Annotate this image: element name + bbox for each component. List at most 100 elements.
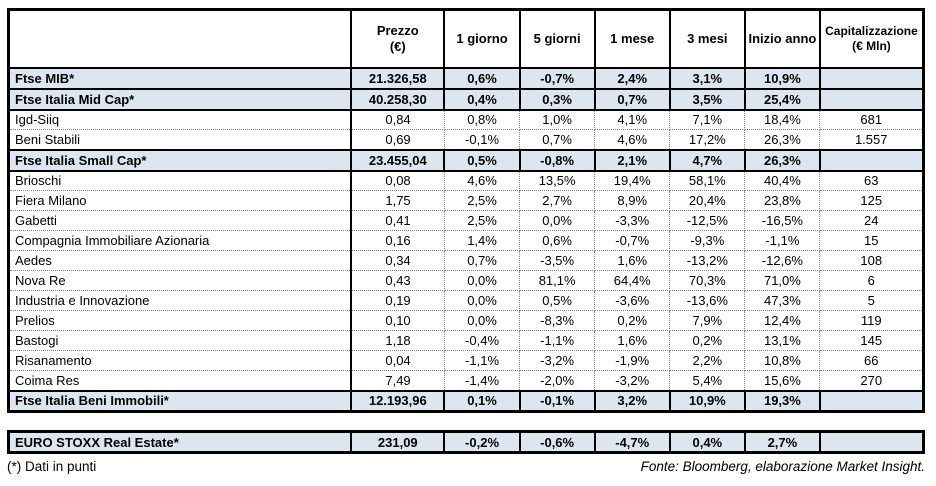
stock-row: Industria e Innovazione 0,19 0,0% 0,5% -3,6%… [7,290,924,311]
cell-value: 0,5% [443,148,521,172]
cell-value [818,87,925,111]
cell-value: 0,7% [443,250,521,271]
cell-value [818,148,925,172]
cell-value: 21.326,58 [350,66,446,90]
cell-value: 23,8% [744,190,821,211]
cell-value: 0,0% [443,310,521,331]
cell-value: 47,3% [744,290,821,311]
cell-value: 70,3% [669,270,746,291]
index-row: Ftse Italia Beni Immobili* 12.193,96 0,1% -… [7,389,925,413]
index-row: Ftse MIB* 21.326,58 0,6% -0,7% 2,4% 3,1% 10,9% [7,66,925,90]
cell-value: -16,5% [744,210,821,231]
cell-value: 0,0% [443,270,521,291]
stock-row: Compagnia Immobiliare Azionaria 0,16 1,4% 0… [7,230,924,251]
cell-value [818,66,925,90]
row-label: Compagnia Immobiliare Azionaria [7,230,353,251]
cell-value: 0,3% [518,87,596,111]
cell-value: 0,4% [668,430,746,454]
column-header: 5 giorni [518,8,596,69]
cell-value: 15,6% [744,370,821,391]
cell-value: 6 [819,270,924,291]
cell-value: 26,3% [744,129,821,150]
stock-row: Beni Stabili 0,69 -0,1% 0,7% 4,6% 17,2% 26,3% 1… [7,129,924,150]
stock-row: Bastogi 1,18 -0,4% -1,1% 1,6% 0,2% 13,1% 145 [7,330,924,351]
cell-value: -3,2% [519,350,596,371]
cell-value: 19,4% [594,170,671,191]
cell-value: 0,6% [519,230,596,251]
row-label: Beni Stabili [7,129,353,150]
cell-value: -12,6% [744,250,821,271]
cell-value: 12.193,96 [350,389,446,413]
cell-value: -3,3% [594,210,671,231]
cell-value: 0,19 [350,290,445,311]
cell-value: 0,7% [593,87,671,111]
cell-value: 58,1% [669,170,746,191]
cell-value: 1,4% [443,230,521,251]
row-label: Nova Re [7,270,353,291]
cell-value: 2,1% [593,148,671,172]
stock-row: Nova Re 0,43 0,0% 81,1% 64,4% 70,3% 71,0% 6 [7,270,924,291]
cell-value: 0,6% [443,66,521,90]
cell-value: 0,69 [350,129,445,150]
cell-value: 4,7% [668,148,746,172]
prices-table: Prezzo (€) 1 giorno 5 giorni 1 mese 3 mesi In… [7,8,925,413]
cell-value: 4,6% [594,129,671,150]
footnote-dati-in-punti: (*) Dati in punti [7,459,97,474]
row-label: Risanamento [7,350,353,371]
row-label: Gabetti [7,210,353,231]
cell-value: 15 [819,230,924,251]
cell-value: 1,18 [350,330,445,351]
index-row: EURO STOXX Real Estate* 231,09 -0,2% -0,6% -… [7,430,925,454]
cell-value: -1,1% [443,350,521,371]
cell-value: -2,0% [519,370,596,391]
cell-value [818,430,925,454]
row-label: EURO STOXX Real Estate* [7,430,353,454]
cell-value: -12,5% [669,210,746,231]
cell-value: 7,1% [669,109,746,130]
cell-value: 108 [819,250,924,271]
cell-value: -4,7% [593,430,671,454]
column-header: Inizio anno [743,8,821,69]
column-header: 3 mesi [668,8,746,69]
cell-value: 2,4% [593,66,671,90]
cell-value: 0,08 [350,170,445,191]
cell-value: 1,6% [594,250,671,271]
cell-value: 23.455,04 [350,148,446,172]
cell-value: 10,8% [744,350,821,371]
cell-value: 0,04 [350,350,445,371]
cell-value: 7,9% [669,310,746,331]
cell-value: 25,4% [743,87,821,111]
cell-value: 0,10 [350,310,445,331]
cell-value: -3,2% [594,370,671,391]
euro-stoxx-table: EURO STOXX Real Estate* 231,09 -0,2% -0,6% -… [7,430,925,454]
cell-value: 0,34 [350,250,445,271]
table-header: Prezzo (€) 1 giorno 5 giorni 1 mese 3 mesi In… [7,8,925,69]
cell-value: 13,5% [519,170,596,191]
cell-value: 40,4% [744,170,821,191]
cell-value: 4,1% [594,109,671,130]
row-label: Igd-Siiq [7,109,353,130]
cell-value: 3,1% [668,66,746,90]
column-header: 1 mese [593,8,671,69]
cell-value: 1,75 [350,190,445,211]
cell-value: 7,49 [350,370,445,391]
cell-value: -1,4% [443,370,521,391]
stock-row: Aedes 0,34 0,7% -3,5% 1,6% -13,2% -12,6% 108 [7,250,924,271]
cell-value: 0,84 [350,109,445,130]
cell-value: 0,1% [443,389,521,413]
cell-value: 681 [819,109,924,130]
cell-value: 10,9% [743,66,821,90]
row-label: Bastogi [7,330,353,351]
cell-value: 0,41 [350,210,445,231]
table-body: Ftse MIB* 21.326,58 0,6% -0,7% 2,4% 3,1% 10,9%… [7,66,925,413]
cell-value: 1.557 [819,129,924,150]
stock-row: Coima Res 7,49 -1,4% -2,0% -3,2% 5,4% 15,6% 270 [7,370,924,391]
stock-row: Risanamento 0,04 -1,1% -3,2% -1,9% 2,2% 10,8% 6… [7,350,924,371]
cell-value: 20,4% [669,190,746,211]
cell-value: 3,5% [668,87,746,111]
cell-value: 0,0% [519,210,596,231]
row-label: Fiera Milano [7,190,353,211]
row-label: Ftse Italia Small Cap* [7,148,353,172]
cell-value: 1,6% [594,330,671,351]
cell-value: 0,8% [443,109,521,130]
